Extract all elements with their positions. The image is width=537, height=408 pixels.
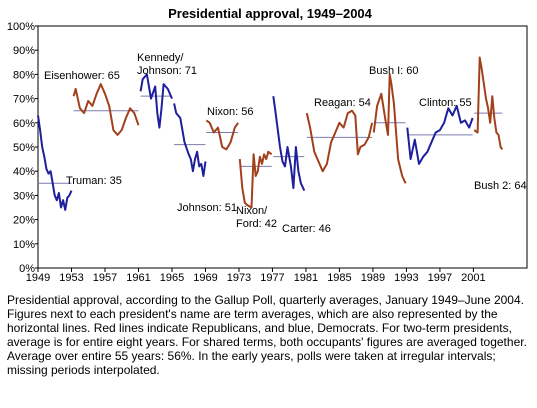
x-tick-label: 1989 <box>361 272 385 284</box>
average-label-line: Bush I: 60 <box>369 65 419 77</box>
average-label-line: Truman: 35 <box>66 175 122 187</box>
average-label-line: Nixon/ <box>236 205 268 217</box>
plot-frame <box>37 25 528 269</box>
average-label-line: Clinton: 55 <box>419 97 472 109</box>
y-tick-label: 10% <box>13 239 35 251</box>
average-label: Truman: 35 <box>66 175 122 187</box>
average-label-line: Johnson: 51 <box>177 202 237 214</box>
y-tick-label: 60% <box>13 118 35 130</box>
average-label-line: Johnson: 71 <box>137 65 197 77</box>
y-tick-label: 20% <box>13 215 35 227</box>
x-tick-label: 1969 <box>193 272 217 284</box>
average-label: Reagan: 54 <box>314 97 371 109</box>
approval-line <box>173 103 207 177</box>
average-label: Kennedy/Johnson: 71 <box>137 52 197 77</box>
average-label: Johnson: 51 <box>177 202 237 214</box>
x-tick-label: 1981 <box>294 272 318 284</box>
average-label-line: Eisenhower: 65 <box>44 70 120 82</box>
y-tick-label: 30% <box>13 190 35 202</box>
y-tick-label: 90% <box>13 45 35 57</box>
average-label-line: Carter: 46 <box>282 223 331 235</box>
approval-line <box>72 83 140 136</box>
approval-line <box>473 56 504 150</box>
x-tick-label: 1985 <box>327 272 351 284</box>
average-label: Nixon: 56 <box>207 106 253 118</box>
approval-line <box>139 73 173 129</box>
y-tick-label: 50% <box>13 142 35 154</box>
y-tick-label: 80% <box>13 69 35 81</box>
x-tick-label: 1961 <box>126 272 150 284</box>
average-label: Carter: 46 <box>282 223 331 235</box>
average-label: Clinton: 55 <box>419 97 472 109</box>
y-tick-label: 70% <box>13 94 35 106</box>
average-label-line: Nixon: 56 <box>207 106 253 118</box>
approval-line <box>372 73 407 184</box>
x-tick-label: 1997 <box>428 272 452 284</box>
y-tick-label: 0% <box>19 263 35 275</box>
approval-line <box>406 104 474 165</box>
x-tick-label: 1953 <box>59 272 83 284</box>
average-label: Nixon/Ford: 42 <box>236 205 277 230</box>
x-tick-label: 1993 <box>394 272 418 284</box>
average-label: Eisenhower: 65 <box>44 70 120 82</box>
x-tick-label: 1965 <box>160 272 184 284</box>
x-tick-label: 1957 <box>93 272 117 284</box>
average-label: Bush 2: 64 <box>474 180 527 192</box>
y-tick-label: 40% <box>13 166 35 178</box>
approval-line <box>305 109 374 173</box>
chart: Presidential approval, 1949–2004 0% 10% 20… <box>7 6 528 284</box>
average-label-line: Ford: 42 <box>236 218 277 230</box>
caption: Presidential approval, according to the … <box>7 293 527 377</box>
x-tick-label: 1977 <box>260 272 284 284</box>
x-tick-label: 2001 <box>461 272 485 284</box>
x-tick-label: 1949 <box>26 272 50 284</box>
approval-line <box>238 150 273 209</box>
average-label: Bush I: 60 <box>369 65 419 77</box>
approval-line <box>272 96 306 192</box>
approval-line <box>205 119 239 151</box>
average-label-line: Reagan: 54 <box>314 97 371 109</box>
average-label-line: Kennedy/ <box>137 52 184 64</box>
average-label-line: Bush 2: 64 <box>474 180 527 192</box>
chart-title: Presidential approval, 1949–2004 <box>168 6 373 21</box>
y-tick-label: 100% <box>7 21 35 33</box>
approval-line <box>37 115 73 211</box>
x-tick-label: 1973 <box>227 272 251 284</box>
